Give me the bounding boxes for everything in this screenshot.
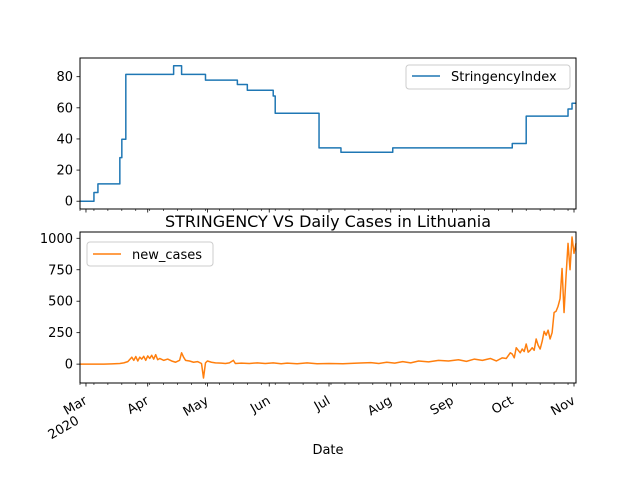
series-line-new-cases xyxy=(80,236,577,379)
stringency-legend: StringencyIndex xyxy=(405,64,571,90)
y-tick-label: 0 xyxy=(65,358,73,373)
stringency-axes-frame xyxy=(79,57,577,210)
y-tick-label: 750 xyxy=(48,263,73,278)
y-tick-label: 20 xyxy=(56,164,73,179)
legend-box xyxy=(405,64,571,90)
y-tick-label: 500 xyxy=(48,295,73,310)
y-tick-label: 0 xyxy=(65,195,73,210)
legend-box xyxy=(86,241,214,267)
y-tick-label: 40 xyxy=(56,132,73,147)
series-line-stringencyindex xyxy=(80,64,576,202)
stringency-series-lines xyxy=(80,64,576,202)
y-tick-label: 250 xyxy=(48,326,73,341)
x-tick-label: Jul xyxy=(311,393,333,414)
cases-series-lines xyxy=(80,236,577,379)
stringency-y-axis: 0 20 40 60 80 xyxy=(56,70,80,210)
y-tick-label: 80 xyxy=(56,70,73,85)
legend-label-new-cases: new_cases xyxy=(132,248,202,263)
stringency-subplot: 0 20 40 60 80 StringencyIndex xyxy=(56,57,577,213)
cases-y-axis: 0 250 500 750 1000 xyxy=(40,232,80,373)
x-axis-label: Date xyxy=(312,443,343,458)
chart-title: STRINGENCY VS Daily Cases in Lithuania xyxy=(165,212,491,231)
y-tick-label: 60 xyxy=(56,101,73,116)
y-tick-label: 1000 xyxy=(40,232,73,247)
legend-label-stringencyindex: StringencyIndex xyxy=(451,70,557,85)
cases-subplot: STRINGENCY VS Daily Cases in Lithuania 0… xyxy=(40,212,578,458)
stringency-x-axis xyxy=(79,209,575,213)
cases-axes-frame xyxy=(79,231,577,384)
cases-legend: new_cases xyxy=(86,241,214,267)
